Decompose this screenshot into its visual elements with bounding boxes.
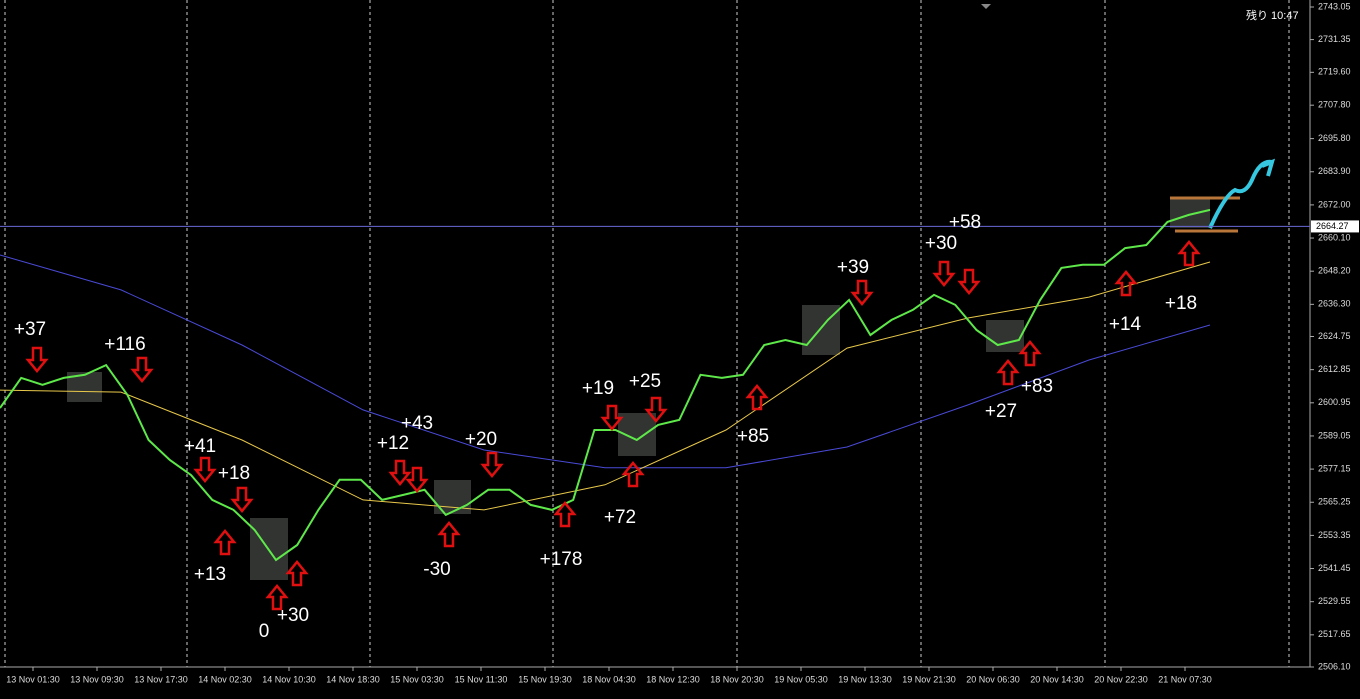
series-ma-slow (0, 254, 1211, 469)
annotation: +58 (949, 212, 981, 233)
y-tick-label: 2529.55 (1318, 596, 1351, 606)
series-price (0, 208, 1211, 562)
annotation: +30 (277, 605, 309, 626)
x-tick-label: 13 Nov 17:30 (134, 674, 188, 684)
annotation: +39 (837, 257, 869, 278)
y-tick-label: 2660.10 (1318, 232, 1351, 242)
x-tick-label: 18 Nov 12:30 (646, 674, 700, 684)
x-tick-label: 20 Nov 06:30 (966, 674, 1020, 684)
x-tick-label: 13 Nov 09:30 (70, 674, 124, 684)
annotation: +72 (604, 507, 636, 528)
up-arrow (265, 584, 289, 611)
x-tick-label: 21 Nov 07:30 (1158, 674, 1212, 684)
shift-marker (981, 4, 991, 9)
y-tick-label: 2695.80 (1318, 133, 1351, 143)
annotation: +25 (629, 371, 661, 392)
down-arrow (932, 260, 956, 287)
y-tick-label: 2636.30 (1318, 299, 1351, 309)
y-tick-label: 2565.25 (1318, 497, 1351, 507)
down-arrow (957, 268, 981, 295)
annotation: +43 (401, 413, 433, 434)
y-tick-label: 2707.80 (1318, 100, 1351, 110)
x-tick-label: 20 Nov 14:30 (1030, 674, 1084, 684)
down-arrow (130, 356, 154, 383)
y-tick-label: 2624.75 (1318, 331, 1351, 341)
x-tick-label: 15 Nov 19:30 (518, 674, 572, 684)
up-arrow (553, 501, 577, 528)
y-tick-label: 2672.00 (1318, 199, 1351, 209)
annotation: +85 (737, 426, 769, 447)
y-tick-label: 2743.05 (1318, 1, 1351, 11)
y-tick-label: 2612.85 (1318, 364, 1351, 374)
x-tick-label: 15 Nov 03:30 (390, 674, 444, 684)
annotation: -30 (423, 559, 450, 580)
y-tick-label: 2731.35 (1318, 34, 1351, 44)
x-tick-label: 18 Nov 04:30 (582, 674, 636, 684)
annotation: +19 (582, 378, 614, 399)
y-tick-label: 2600.95 (1318, 397, 1351, 407)
x-tick-label: 13 Nov 01:30 (6, 674, 60, 684)
y-tick-label: 2553.35 (1318, 530, 1351, 540)
down-arrow (850, 279, 874, 306)
down-arrow (600, 404, 624, 431)
down-arrow (230, 486, 254, 513)
annotation: +14 (1109, 314, 1142, 335)
up-arrow (996, 359, 1020, 386)
forecast-arrow (1208, 158, 1276, 229)
x-tick-label: 19 Nov 21:30 (902, 674, 956, 684)
current-price-label: 2664.27 (1316, 221, 1349, 231)
x-tick-label: 19 Nov 05:30 (774, 674, 828, 684)
down-arrow (388, 459, 412, 486)
up-arrow (213, 529, 237, 556)
down-arrow (644, 396, 668, 423)
annotation: +83 (1021, 376, 1053, 397)
annotation: +20 (465, 429, 497, 450)
annotation: +37 (14, 319, 46, 340)
y-tick-label: 2719.60 (1318, 67, 1351, 77)
zones (67, 198, 1210, 580)
y-tick-label: 2589.05 (1318, 430, 1351, 440)
annotation: +18 (218, 463, 250, 484)
up-arrow (1177, 240, 1201, 267)
y-tick-label: 2541.45 (1318, 563, 1351, 573)
y-tick-label: 2517.65 (1318, 629, 1351, 639)
x-tick-label: 14 Nov 02:30 (198, 674, 252, 684)
x-tick-label: 19 Nov 13:30 (838, 674, 892, 684)
annotation: +27 (985, 401, 1017, 422)
down-arrow (405, 466, 429, 493)
x-tick-label: 14 Nov 18:30 (326, 674, 380, 684)
annotation: +116 (104, 334, 145, 355)
y-tick-label: 2577.15 (1318, 463, 1351, 473)
down-arrow (25, 346, 49, 373)
down-arrow (193, 456, 217, 483)
annotation: +12 (377, 433, 409, 454)
series-ma-fast (0, 261, 1211, 511)
annotation: 0 (259, 621, 270, 642)
x-tick-label: 15 Nov 11:30 (455, 674, 508, 684)
up-arrow (437, 521, 461, 548)
x-tick-label: 18 Nov 20:30 (710, 674, 764, 684)
annotation: +30 (925, 233, 957, 254)
y-tick-label: 2683.90 (1318, 166, 1351, 176)
x-tick-label: 20 Nov 22:30 (1094, 674, 1148, 684)
up-arrow (1114, 270, 1138, 297)
y-tick-label: 2648.20 (1318, 266, 1351, 276)
status-text: 残り 10:47 (1246, 8, 1299, 22)
annotation: +178 (540, 549, 583, 570)
annotation: +13 (194, 564, 226, 585)
annotation: +18 (1165, 293, 1197, 314)
up-arrow (621, 461, 645, 488)
annotation: +41 (184, 436, 216, 457)
x-tick-label: 14 Nov 10:30 (262, 674, 316, 684)
up-arrow (1018, 340, 1042, 367)
up-arrow (285, 560, 309, 587)
y-tick-label: 2506.10 (1318, 661, 1351, 671)
down-arrow (480, 451, 504, 478)
up-arrow (745, 384, 769, 411)
current-price-box (1311, 220, 1359, 233)
